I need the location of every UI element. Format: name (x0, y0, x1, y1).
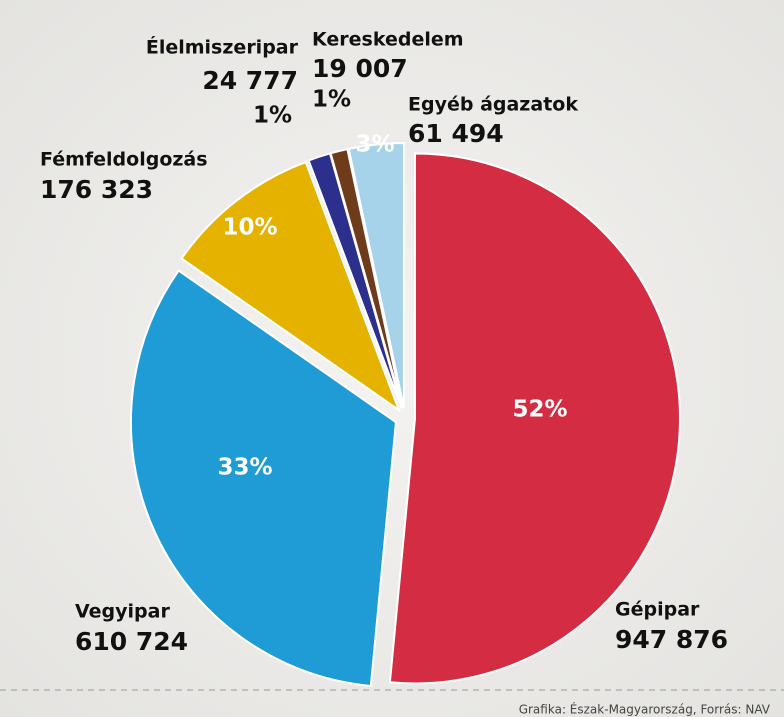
pie-slice (180, 160, 401, 413)
pie-slice (329, 147, 404, 409)
pie-slice (129, 269, 397, 688)
slice-value: 610 724 (75, 627, 188, 656)
slice-name: Kereskedelem (312, 29, 464, 51)
slice-share: 1% (312, 87, 351, 113)
slice-value: 61 494 (408, 119, 504, 148)
slice-share: 33% (217, 455, 272, 481)
slice-name: Gépipar (615, 599, 700, 621)
slice-share: 52% (512, 397, 567, 423)
slice-value: 947 876 (615, 625, 728, 654)
slice-name: Élelmiszeripar (146, 36, 299, 59)
slice-value: 24 777 (202, 66, 298, 95)
slice-share: 1% (253, 103, 292, 129)
slice-name: Vegyipar (75, 601, 170, 623)
slice-name: Egyéb ágazatok (408, 94, 578, 116)
slice-share: 3% (355, 132, 394, 158)
slice-share: 10% (222, 215, 277, 241)
slice-name: Fémfeldolgozás (40, 149, 208, 171)
pie-slice (347, 142, 405, 409)
pie-slice (388, 152, 681, 685)
footer: Grafika: Észak-Magyarország, Forrás: NAV (519, 702, 771, 717)
slice-value: 19 007 (312, 54, 408, 83)
slice-value: 176 323 (40, 175, 153, 204)
